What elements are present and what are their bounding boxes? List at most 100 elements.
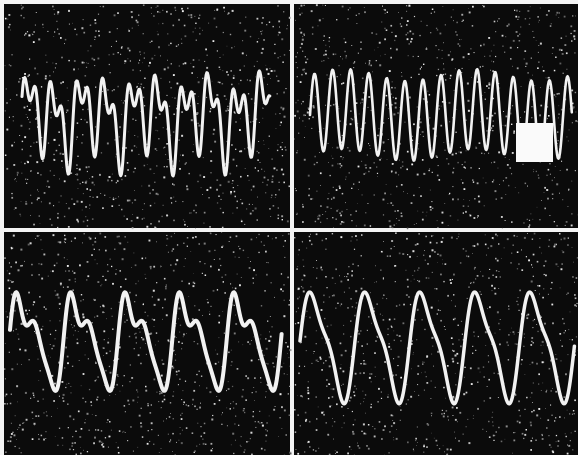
speck [471,77,472,78]
speck [421,67,422,68]
speck [266,435,268,437]
speck [407,286,409,288]
speck [266,274,268,276]
speck [422,319,423,320]
speck [66,112,67,113]
speck [312,27,314,29]
speck [188,296,189,297]
speck [137,402,138,403]
speck [18,334,19,335]
speck [6,394,8,396]
speck [396,223,397,224]
speck [219,315,221,317]
speck [305,56,306,57]
speck [483,6,485,8]
speck [244,30,246,32]
speck [450,449,452,451]
speck [46,415,48,417]
speck [550,288,551,289]
speck [147,164,148,165]
speck [233,408,234,409]
speck [60,37,62,39]
speck [432,346,433,347]
speck [5,155,7,157]
speck [192,432,194,434]
speck [353,67,354,68]
speck [574,400,576,402]
speck [571,213,572,214]
speck [197,77,198,78]
speck [157,31,158,32]
speck [345,42,347,44]
speck [513,131,515,133]
speck [257,18,259,20]
speck [517,67,519,69]
speck [247,175,249,177]
speck [390,256,391,257]
speck [83,316,85,318]
speck [116,442,117,443]
speck [204,263,205,264]
speck [568,445,570,447]
speck [33,301,35,303]
speck [438,49,439,50]
speck [107,271,108,272]
speck [325,249,326,250]
speck [35,238,36,239]
speck [511,124,512,125]
speck [218,81,220,83]
speck [497,21,498,22]
speck [406,34,408,36]
speck [214,250,215,251]
speck [34,68,36,70]
speck [167,33,168,34]
speck [527,233,528,234]
speck [94,249,95,250]
speck [303,266,304,267]
speck [516,10,518,12]
speck [158,46,160,48]
speck [371,110,372,111]
speck [201,436,203,438]
speck [341,281,343,283]
speck [216,94,218,96]
speck [266,24,267,25]
speck [166,235,167,236]
speck [521,269,523,271]
speck [199,407,201,409]
speck [477,215,479,217]
speck [318,25,319,26]
speck [211,450,213,452]
speck [395,107,397,109]
speck [121,47,122,48]
speck [50,219,51,220]
speck [111,46,112,47]
speck [531,341,532,342]
speck [193,282,195,284]
speck [56,21,57,22]
speck [220,184,222,186]
speck [349,150,351,152]
speck [426,439,428,441]
speck [463,56,465,58]
speck [319,152,320,153]
speck [363,372,365,374]
speck [335,308,336,309]
speck [254,66,255,67]
speck [383,278,384,279]
speck [466,251,467,252]
speck [243,250,244,251]
speck [4,403,5,404]
speck [153,15,154,16]
speck [59,428,60,429]
speck [464,162,465,163]
speck [62,437,64,439]
speck [424,250,425,251]
speck [455,438,456,439]
speck [213,290,215,292]
speck [73,335,74,336]
speck [474,217,476,219]
speck [38,438,40,440]
speck [298,308,299,309]
speck [426,25,427,26]
